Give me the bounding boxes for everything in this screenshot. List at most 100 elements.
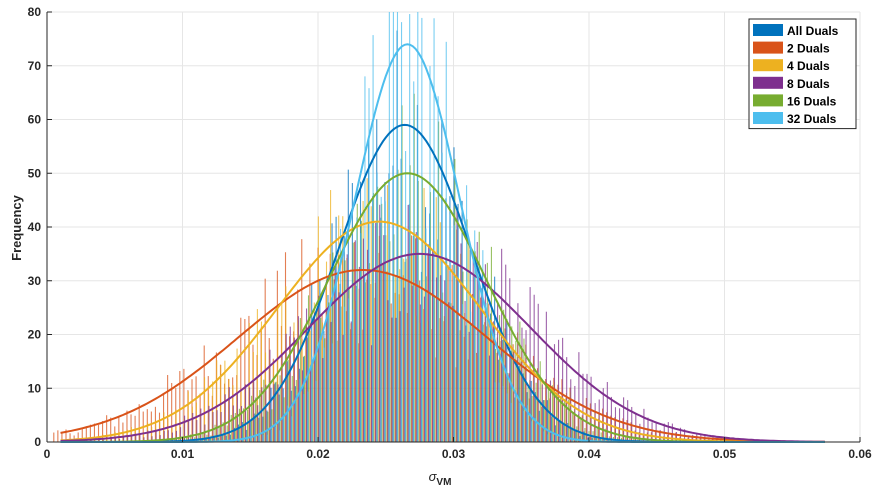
- histogram-bar: [370, 206, 372, 442]
- histogram-bar: [295, 401, 297, 442]
- histogram-bar: [494, 382, 496, 442]
- legend-entry[interactable]: 8 Duals: [787, 77, 830, 91]
- histogram-bar: [502, 385, 504, 442]
- histogram-bar: [510, 402, 512, 442]
- y-axis-label: Frequency: [9, 194, 24, 261]
- histogram-bar: [427, 244, 430, 442]
- y-tick-label: 70: [28, 59, 42, 73]
- histogram-bar: [625, 436, 627, 442]
- histogram-bar: [163, 430, 165, 442]
- histogram-bar: [607, 438, 610, 442]
- histogram-bar: [139, 434, 141, 442]
- histogram-bar: [582, 373, 584, 442]
- histogram-bar: [460, 243, 462, 442]
- legend-entry[interactable]: 32 Duals: [787, 112, 837, 126]
- histogram-bar: [118, 416, 120, 442]
- histogram-bar: [179, 371, 181, 442]
- histogram-bar: [403, 287, 405, 442]
- histogram-bar: [212, 412, 214, 442]
- histogram-bar: [246, 429, 248, 442]
- histogram-bar: [283, 415, 285, 442]
- y-tick-label: 50: [28, 166, 42, 180]
- histogram-bar: [216, 410, 218, 442]
- histogram-bar: [110, 417, 112, 442]
- histogram-bar: [539, 423, 541, 442]
- histogram-bar: [303, 394, 305, 442]
- histogram-bar: [550, 416, 553, 442]
- histogram-bar: [506, 319, 508, 442]
- histogram-bar: [562, 337, 564, 442]
- legend-entry[interactable]: All Duals: [787, 24, 839, 38]
- histogram-bar: [265, 384, 267, 442]
- histogram-bar: [350, 321, 352, 442]
- histogram-bar: [392, 12, 394, 442]
- histogram-bar: [106, 415, 108, 442]
- histogram-bar: [356, 217, 358, 442]
- histogram-bar: [379, 204, 381, 442]
- histogram-bar: [396, 12, 399, 442]
- histogram-bar: [518, 402, 520, 442]
- histogram-bar: [575, 429, 577, 442]
- histogram-bar: [217, 437, 219, 442]
- histogram-bar: [623, 397, 625, 442]
- histogram-bar: [287, 405, 289, 442]
- histogram-bar: [433, 18, 435, 442]
- histogram-bar: [568, 399, 570, 442]
- histogram-bar: [342, 334, 344, 442]
- histogram-bar: [205, 437, 207, 442]
- histogram-bar: [497, 301, 499, 442]
- histogram-bar: [331, 343, 333, 442]
- legend-entry[interactable]: 16 Duals: [787, 94, 837, 108]
- x-tick-labels: 0 0.01 0.02 0.03 0.04 0.05 0.06: [44, 447, 872, 461]
- histogram-bar: [322, 358, 324, 442]
- histogram-bar: [415, 232, 417, 442]
- histogram-bar: [675, 432, 677, 442]
- histogram-bar: [279, 375, 281, 442]
- histogram-bar: [254, 436, 256, 442]
- histogram-bar: [604, 428, 606, 442]
- histogram-bar: [407, 204, 409, 442]
- histogram-bar: [591, 437, 593, 442]
- histogram-bar: [123, 437, 125, 442]
- histogram-bar: [372, 35, 374, 442]
- histogram-bar: [246, 409, 249, 442]
- histogram-bar: [501, 248, 503, 442]
- legend-swatch: [753, 112, 783, 124]
- histogram-bar: [254, 413, 256, 442]
- x-tick-label: 0.06: [848, 447, 872, 461]
- histogram-bar: [257, 405, 259, 442]
- histogram-bar: [138, 404, 140, 442]
- histogram-bar: [289, 326, 291, 442]
- histogram-bar: [618, 408, 621, 442]
- histogram-bar: [546, 400, 549, 442]
- fit-curve: [60, 220, 825, 443]
- histogram-bar: [514, 391, 516, 442]
- histogram-bar: [209, 438, 211, 442]
- histogram-bar: [89, 424, 91, 442]
- legend-entry[interactable]: 2 Duals: [787, 42, 830, 56]
- histogram-bar: [405, 151, 407, 442]
- histogram-bar: [301, 370, 304, 442]
- histogram-bar: [228, 387, 230, 442]
- histogram-bar: [338, 292, 340, 442]
- histogram-bar: [531, 396, 533, 442]
- histogram-bar: [513, 351, 515, 442]
- histogram-bar: [330, 321, 332, 442]
- histogram-bar: [580, 418, 582, 442]
- histogram-bar: [448, 302, 450, 442]
- histogram-bar: [606, 412, 608, 442]
- histogram-bar: [255, 397, 257, 442]
- histogram-bar: [282, 388, 284, 442]
- histogram-bar: [240, 317, 242, 442]
- legend[interactable]: All Duals 2 Duals 4 Duals 8 Duals 16 Duals 32…: [748, 18, 857, 130]
- legend-entry[interactable]: 4 Duals: [787, 59, 830, 73]
- histogram-bar: [331, 223, 333, 442]
- histogram-bar: [214, 424, 216, 442]
- histogram-bar: [102, 421, 104, 442]
- histogram-bar: [488, 355, 491, 442]
- histogram-bar: [342, 216, 344, 442]
- axes: [46, 11, 861, 443]
- histogram-bar: [543, 400, 545, 442]
- histogram-bar: [316, 310, 318, 442]
- histogram-bar: [69, 433, 71, 442]
